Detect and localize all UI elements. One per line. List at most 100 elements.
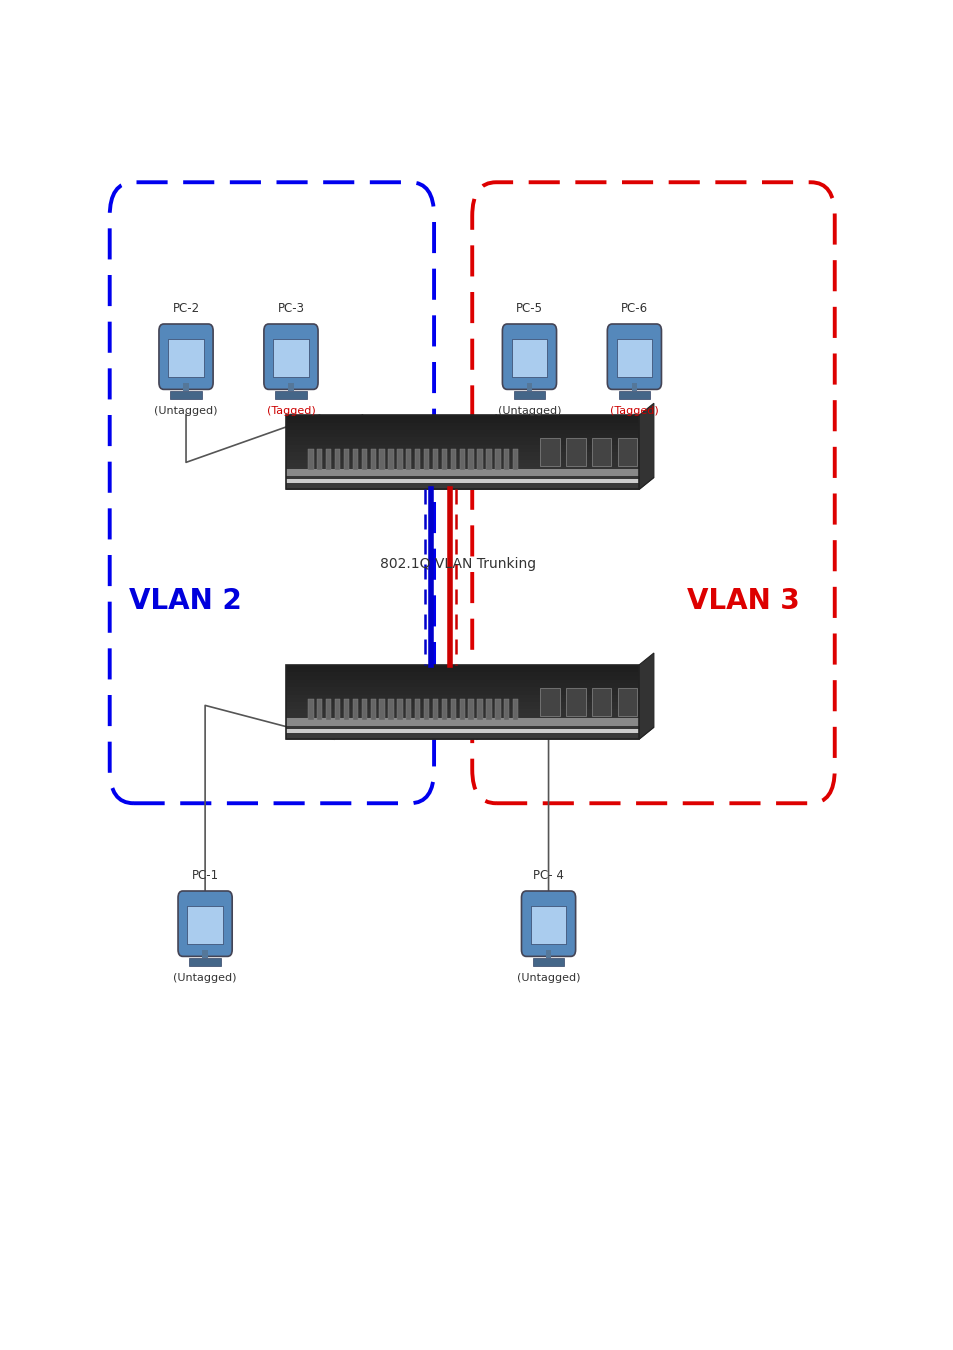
Bar xyxy=(286,718,639,726)
Bar xyxy=(286,427,639,429)
Bar xyxy=(286,437,639,441)
Bar xyxy=(503,450,509,470)
Bar xyxy=(486,450,491,470)
Text: (Untagged): (Untagged) xyxy=(517,973,579,983)
Bar xyxy=(503,699,509,720)
Bar xyxy=(486,699,491,720)
Bar xyxy=(168,339,204,378)
Bar xyxy=(274,392,306,400)
Bar xyxy=(183,382,189,391)
Bar xyxy=(286,694,639,698)
Bar xyxy=(361,699,367,720)
Bar xyxy=(539,439,559,466)
Bar xyxy=(591,688,611,716)
Text: PC-6: PC-6 xyxy=(620,301,647,315)
Text: PC- 4: PC- 4 xyxy=(533,868,563,882)
Bar xyxy=(343,699,349,720)
Text: PC-3: PC-3 xyxy=(277,301,304,315)
Bar xyxy=(286,416,639,418)
Text: (Untagged): (Untagged) xyxy=(497,406,560,416)
Bar xyxy=(273,339,309,378)
Bar xyxy=(532,958,563,967)
Bar xyxy=(476,450,482,470)
Bar xyxy=(286,423,639,427)
Bar xyxy=(286,672,639,676)
Text: VLAN 2: VLAN 2 xyxy=(129,587,241,614)
Bar xyxy=(286,463,639,467)
Bar xyxy=(286,467,639,471)
Text: 802.1Q VLAN Trunking: 802.1Q VLAN Trunking xyxy=(379,558,536,571)
Bar xyxy=(170,392,201,400)
Bar xyxy=(353,699,357,720)
Bar xyxy=(468,450,474,470)
Bar xyxy=(286,471,639,475)
Text: (Untagged): (Untagged) xyxy=(173,973,236,983)
Bar xyxy=(565,688,585,716)
FancyBboxPatch shape xyxy=(607,324,660,389)
Bar xyxy=(286,721,639,724)
Bar xyxy=(286,664,639,740)
Bar xyxy=(286,717,639,721)
Bar xyxy=(441,699,447,720)
Bar xyxy=(286,448,639,452)
Bar xyxy=(286,710,639,713)
Bar xyxy=(353,450,357,470)
Bar xyxy=(286,475,639,478)
Bar xyxy=(415,699,420,720)
Bar xyxy=(618,392,650,400)
Bar xyxy=(286,468,639,477)
Bar xyxy=(370,699,375,720)
Bar xyxy=(286,691,639,694)
Bar xyxy=(286,713,639,717)
Bar xyxy=(513,450,517,470)
Bar xyxy=(530,906,566,945)
Bar xyxy=(433,450,437,470)
Bar xyxy=(379,699,384,720)
Bar xyxy=(476,699,482,720)
Bar xyxy=(286,418,639,423)
Bar xyxy=(370,450,375,470)
Bar xyxy=(545,949,551,958)
Bar xyxy=(286,668,639,672)
Bar xyxy=(316,699,322,720)
Bar xyxy=(308,699,314,720)
FancyBboxPatch shape xyxy=(264,324,317,389)
Text: PC-1: PC-1 xyxy=(192,868,218,882)
Bar xyxy=(450,450,456,470)
Bar xyxy=(565,439,585,466)
Bar xyxy=(388,699,394,720)
Bar xyxy=(343,450,349,470)
Bar xyxy=(495,699,500,720)
Bar xyxy=(187,906,223,945)
Bar xyxy=(423,699,429,720)
Bar xyxy=(326,450,331,470)
Bar xyxy=(202,949,208,958)
Bar xyxy=(326,699,331,720)
FancyBboxPatch shape xyxy=(178,891,232,956)
Bar xyxy=(286,486,639,490)
Bar xyxy=(617,688,637,716)
Bar xyxy=(511,339,547,378)
Bar xyxy=(286,683,639,687)
Bar xyxy=(539,688,559,716)
Text: (Untagged): (Untagged) xyxy=(154,406,217,416)
Bar xyxy=(286,482,639,486)
Bar xyxy=(335,699,340,720)
Bar xyxy=(495,450,500,470)
Bar xyxy=(286,456,639,460)
Bar xyxy=(591,439,611,466)
Bar xyxy=(526,382,532,391)
Bar xyxy=(406,699,411,720)
Bar xyxy=(286,698,639,702)
Polygon shape xyxy=(286,478,653,490)
Bar xyxy=(396,699,402,720)
Bar xyxy=(286,724,639,728)
Bar xyxy=(361,450,367,470)
Bar xyxy=(423,450,429,470)
Bar xyxy=(286,702,639,706)
Bar xyxy=(286,452,639,456)
Bar xyxy=(286,679,639,683)
Polygon shape xyxy=(639,653,653,740)
Text: PC-2: PC-2 xyxy=(172,301,199,315)
Bar xyxy=(514,392,545,400)
